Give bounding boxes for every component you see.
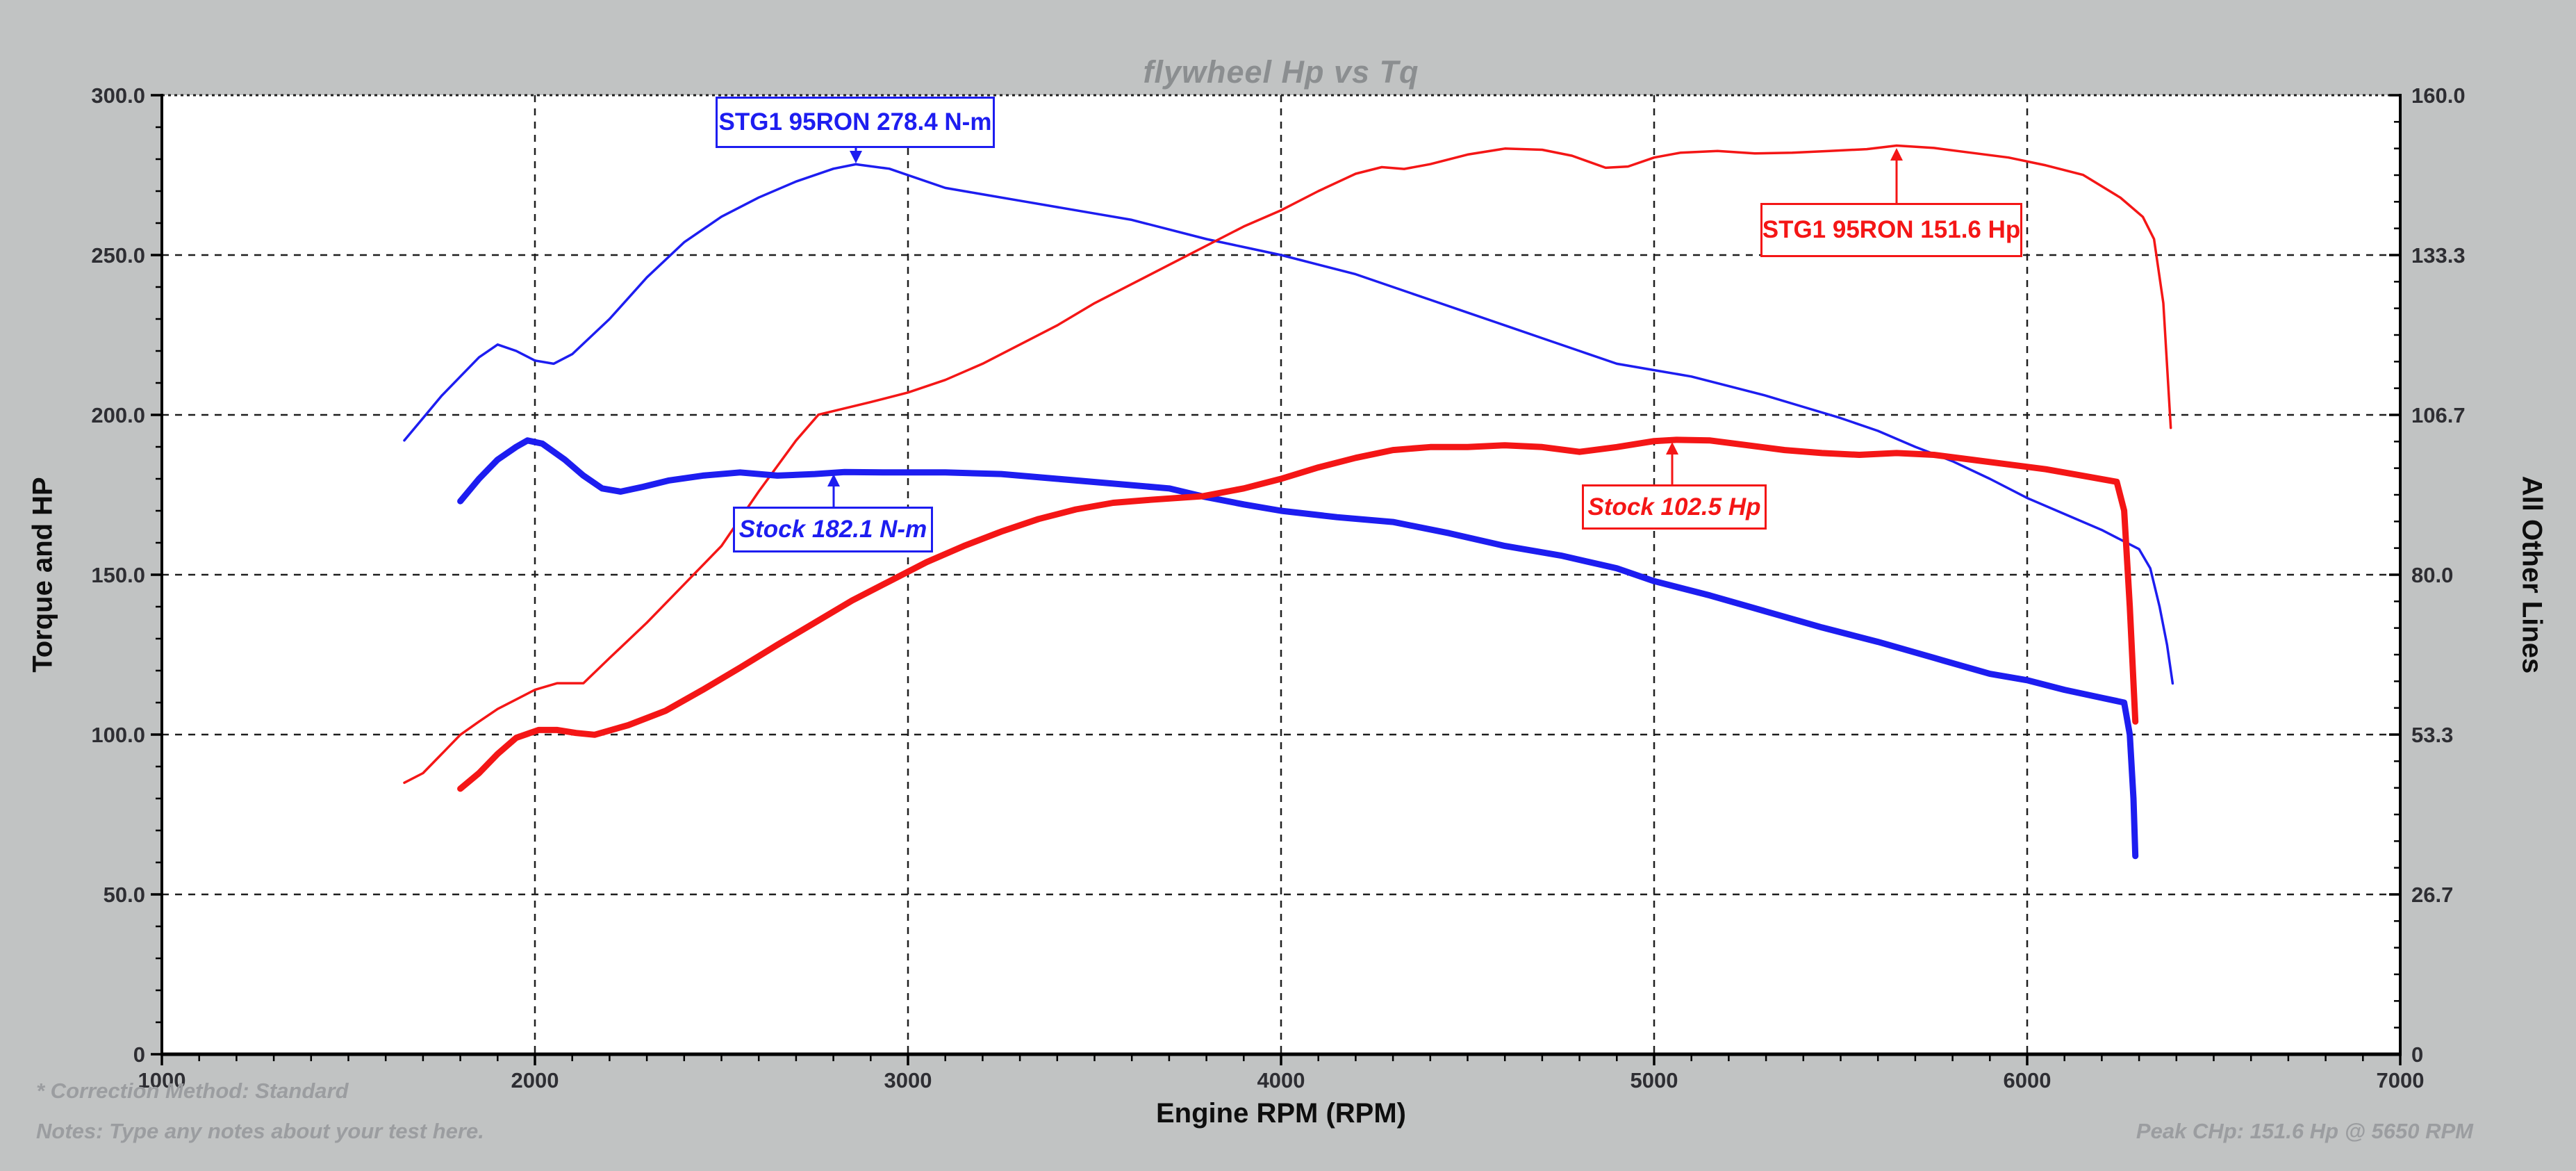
callout-arrowhead: [850, 151, 862, 163]
series-stg1-95ron-hp: [403, 144, 2172, 785]
x-tick-label: 2000: [511, 1068, 559, 1092]
x-tick-label: 5000: [1630, 1068, 1678, 1092]
y-right-tick-label: 160.0: [2411, 83, 2466, 108]
callout-arrowhead: [1890, 148, 1903, 161]
y-left-tick-label: 250.0: [91, 243, 145, 268]
x-tick-label: 3000: [884, 1068, 932, 1092]
y-right-tick-label: 53.3: [2411, 723, 2453, 747]
callout-arrowhead: [1666, 442, 1678, 455]
y-left-tick-label: 100.0: [91, 723, 145, 747]
y-right-tick-label: 26.7: [2411, 883, 2453, 907]
x-tick-label: 6000: [2004, 1068, 2051, 1092]
y-right-tick-label: 133.3: [2411, 243, 2466, 268]
series-stock-hp: [457, 436, 2139, 792]
y-left-tick-label: 150.0: [91, 563, 145, 587]
y-left-tick-label: 300.0: [91, 83, 145, 108]
y-left-tick-label: 50.0: [104, 883, 145, 907]
page-title: flywheel Hp vs Tq: [1143, 54, 1419, 90]
peak-chp-readout: Peak CHp: 151.6 Hp @ 5650 RPM: [2136, 1119, 2473, 1143]
correction-method-note: * Correction Method: Standard: [36, 1079, 349, 1103]
y-right-tick-label: 0: [2411, 1042, 2423, 1067]
callout-stg1-torque-peak: STG1 95RON 278.4 N-m: [716, 97, 995, 148]
y-left-tick-label: 0: [133, 1042, 145, 1067]
callout-stock-torque-peak: Stock 182.1 N-m: [733, 507, 933, 552]
x-axis-title: Engine RPM (RPM): [1156, 1098, 1406, 1129]
callout-stg1-hp-peak: STG1 95RON 151.6 Hp: [1760, 203, 2022, 257]
y-left-tick-label: 200.0: [91, 403, 145, 427]
y-axis-right-title: All Other Lines: [2516, 475, 2548, 674]
callout-arrowhead: [827, 474, 840, 486]
x-tick-label: 7000: [2377, 1068, 2425, 1092]
notes-text: Notes: Type any notes about your test he…: [36, 1119, 484, 1143]
y-axis-left-title: Torque and HP: [27, 477, 58, 673]
series-stock-n-m: [457, 437, 2139, 860]
callout-stock-hp-peak: Stock 102.5 Hp: [1582, 484, 1767, 530]
y-right-tick-label: 80.0: [2411, 563, 2453, 587]
x-tick-label: 1000: [138, 1068, 186, 1092]
x-tick-label: 4000: [1257, 1068, 1305, 1092]
y-right-tick-label: 106.7: [2411, 403, 2466, 427]
